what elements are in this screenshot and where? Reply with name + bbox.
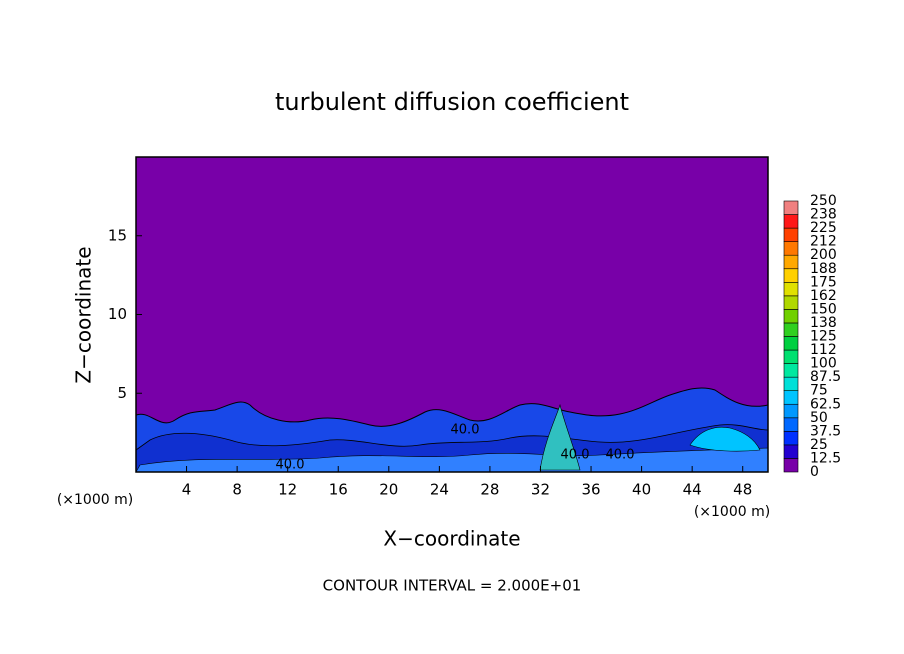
- field-region: [135, 447, 769, 473]
- colorbar-box: [783, 363, 799, 378]
- colorbar-label: 75: [810, 383, 828, 399]
- x-axis-label: X−coordinate: [383, 527, 520, 551]
- colorbar-box: [783, 200, 799, 215]
- colorbar-box: [783, 431, 799, 446]
- colorbar-box: [783, 241, 799, 256]
- colorbar-label: 0: [810, 464, 819, 480]
- field-region: [689, 426, 761, 452]
- colorbar-box: [783, 349, 799, 364]
- colorbar-box: [783, 254, 799, 270]
- colorbar-label: 87.5: [810, 369, 841, 385]
- colorbar-box: [783, 309, 799, 324]
- contour-label: 40.0: [561, 448, 590, 463]
- colorbar-label: 162: [810, 288, 837, 304]
- colorbar-box: [783, 403, 799, 419]
- colorbar-box: [783, 417, 799, 432]
- plot-area: [135, 156, 769, 473]
- colorbar-box: [783, 295, 799, 310]
- colorbar-label: 112: [810, 342, 837, 358]
- contour-label: 40.0: [606, 448, 635, 463]
- colorbar-box: [783, 444, 799, 459]
- colorbar-label: 200: [810, 247, 837, 263]
- contour-label: 40.0: [451, 423, 480, 438]
- contour-label: 40.0: [276, 458, 305, 473]
- colorbar-label: 250: [810, 193, 837, 209]
- colorbar-label: 150: [810, 301, 837, 317]
- colorbar-label: 175: [810, 274, 837, 290]
- y-tick-label: 5: [117, 384, 127, 402]
- colorbar-label: 238: [810, 207, 837, 223]
- colorbar-label: 62.5: [810, 396, 841, 412]
- colorbar-box: [783, 390, 799, 405]
- x-tick-label: 12: [278, 481, 297, 499]
- colorbar-box: [783, 268, 799, 283]
- colorbar-label: 12.5: [810, 450, 841, 466]
- x-tick-label: 36: [581, 481, 600, 499]
- x-tick-label: 32: [531, 481, 550, 499]
- x-tick-label: 4: [182, 481, 192, 499]
- colorbar-label: 50: [810, 410, 828, 426]
- x-tick-label: 44: [683, 481, 702, 499]
- y-axis-label: Z−coordinate: [72, 246, 96, 383]
- x-tick-label: 16: [329, 481, 348, 499]
- footer: CONTOUR INTERVAL = 2.000E+01: [323, 577, 582, 595]
- field-region: [539, 403, 581, 471]
- x-tick-label: 40: [632, 481, 651, 499]
- colorbar-box: [783, 214, 799, 229]
- colorbar-label: 188: [810, 261, 837, 277]
- colorbar-label: 37.5: [810, 423, 841, 439]
- x-tick-label: 28: [480, 481, 499, 499]
- colorbar-box: [783, 227, 799, 242]
- colorbar-label: 100: [810, 356, 837, 372]
- colorbar-box: [783, 458, 799, 473]
- x-tick-label: 20: [379, 481, 398, 499]
- x-tick-label: 24: [430, 481, 449, 499]
- x-tick-label: 48: [733, 481, 752, 499]
- colorbar-box: [783, 322, 799, 337]
- chart-title: turbulent diffusion coefficient: [275, 88, 629, 116]
- y-tick-label: 10: [108, 305, 127, 323]
- x-tick-label: 8: [232, 481, 242, 499]
- x-unit-left: (×1000 m): [57, 492, 133, 508]
- colorbar-label: 212: [810, 234, 837, 250]
- colorbar-label: 138: [810, 315, 837, 331]
- y-tick-label: 15: [108, 226, 127, 244]
- colorbar-box: [783, 281, 799, 297]
- colorbar-box: [783, 336, 799, 351]
- colorbar-label: 25: [810, 437, 828, 453]
- colorbar-label: 125: [810, 329, 837, 345]
- x-unit-right: (×1000 m): [694, 504, 770, 520]
- colorbar-label: 225: [810, 220, 837, 236]
- colorbar-box: [783, 376, 799, 391]
